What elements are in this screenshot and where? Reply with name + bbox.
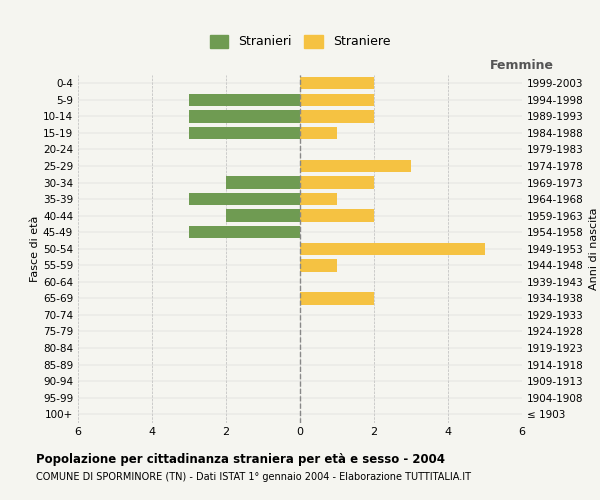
Bar [300,176,374,189]
Bar [300,77,374,90]
Bar [226,176,300,189]
Legend: Stranieri, Straniere: Stranieri, Straniere [205,30,395,54]
Bar [189,110,300,122]
Bar [300,193,337,205]
Bar [300,210,374,222]
Bar [300,126,337,139]
Bar [189,94,300,106]
Text: COMUNE DI SPORMINORE (TN) - Dati ISTAT 1° gennaio 2004 - Elaborazione TUTTITALIA: COMUNE DI SPORMINORE (TN) - Dati ISTAT 1… [36,472,471,482]
Bar [300,259,337,272]
Bar [226,210,300,222]
Text: Popolazione per cittadinanza straniera per età e sesso - 2004: Popolazione per cittadinanza straniera p… [36,452,445,466]
Bar [300,242,485,255]
Bar [189,226,300,238]
Bar [189,126,300,139]
Bar [189,193,300,205]
Y-axis label: Fasce di età: Fasce di età [30,216,40,282]
Y-axis label: Anni di nascita: Anni di nascita [589,208,599,290]
Bar [300,292,374,304]
Bar [300,110,374,122]
Bar [300,160,411,172]
Text: Femmine: Femmine [490,58,554,71]
Bar [300,94,374,106]
